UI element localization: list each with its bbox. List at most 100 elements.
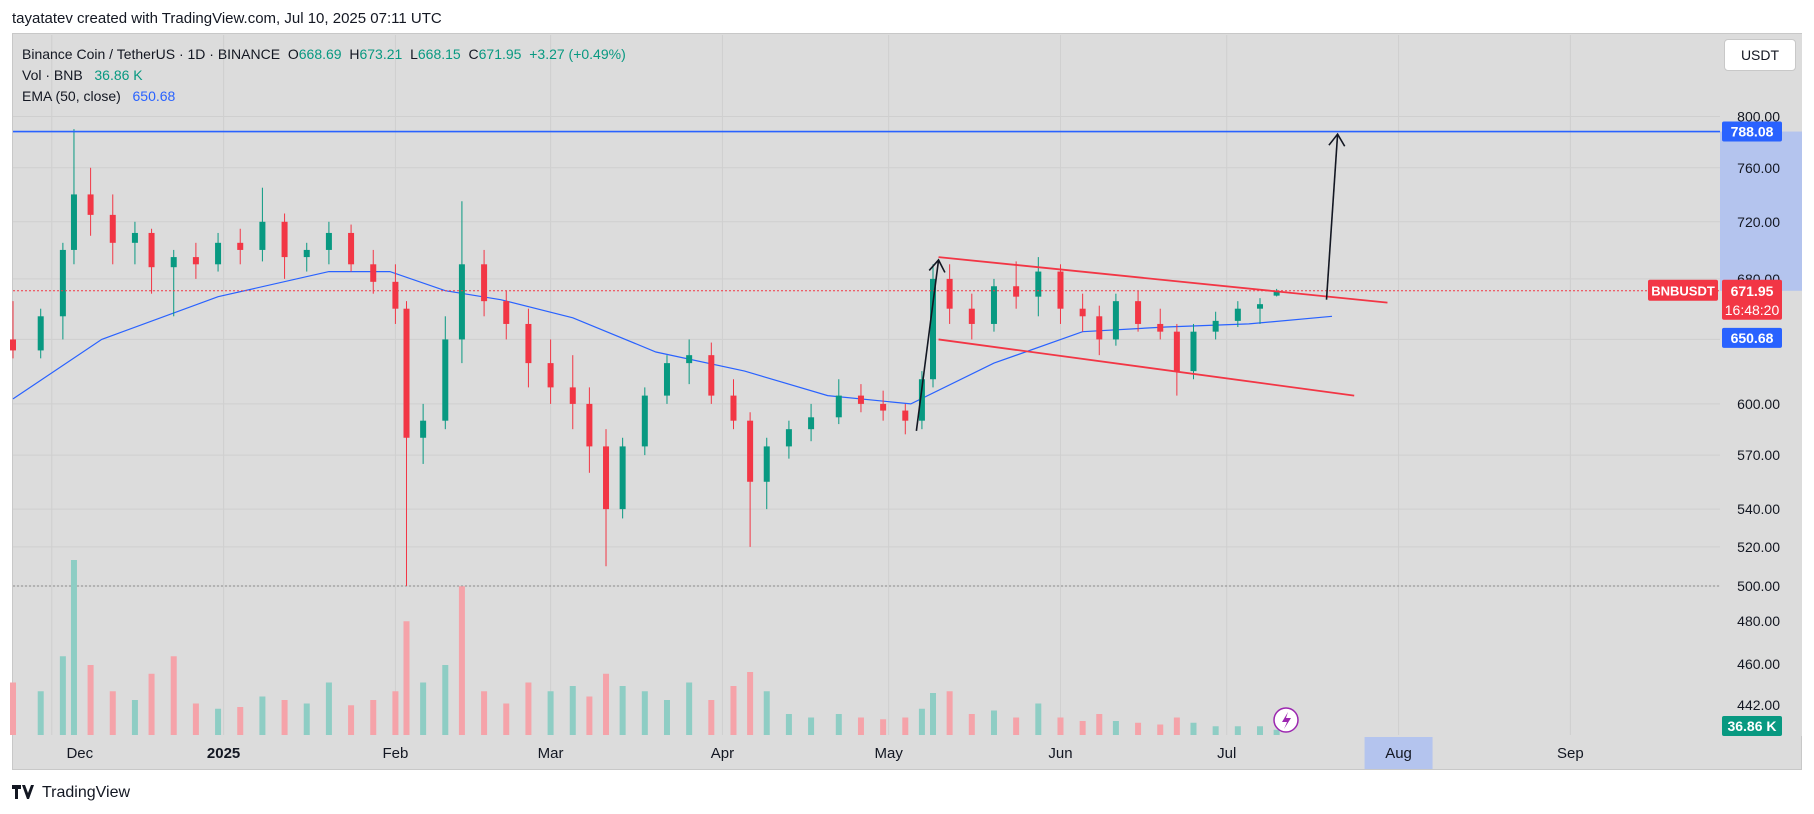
volume-bar-48 <box>990 710 997 735</box>
candle-48 <box>990 286 997 324</box>
channel-upper-line <box>938 256 1388 304</box>
candle-56 <box>1157 323 1164 332</box>
ema-badge: 650.68 <box>1731 330 1774 346</box>
candle-32 <box>663 363 670 396</box>
time-tick-label-2: Feb <box>382 745 408 762</box>
volume-bar-36 <box>747 672 754 735</box>
legend-volume-label: Vol · BNB <box>22 67 83 83</box>
price-tick-label-7: 720.00 <box>1737 214 1780 230</box>
volume-tick-label-2: 442.00 <box>1737 697 1780 713</box>
volume-bar-6 <box>131 700 138 735</box>
footer-brand-label: TradingView <box>42 784 131 801</box>
currency-button[interactable]: USDT <box>1724 39 1796 71</box>
candle-11 <box>237 242 244 250</box>
candle-30 <box>619 446 626 510</box>
volume-bar-43 <box>902 717 909 735</box>
target-price-badge: 788.08 <box>1731 124 1774 140</box>
candle-9 <box>192 257 199 265</box>
time-tick-label-7: Jul <box>1217 745 1236 762</box>
volume-bar-42 <box>880 719 887 735</box>
legend-close-label: C <box>468 46 479 62</box>
target-range-shade <box>1720 131 1802 291</box>
legend-low: 668.15 <box>417 46 461 62</box>
last-price-badge-bg <box>1722 279 1782 320</box>
target-price-badge-bg <box>1722 121 1782 142</box>
volume-bar-31 <box>641 691 648 735</box>
price-tick-label-3: 570.00 <box>1737 447 1780 463</box>
candle-19 <box>403 308 410 438</box>
candle-40 <box>835 395 842 418</box>
candle-13 <box>281 221 288 258</box>
volume-bar-37 <box>763 691 770 735</box>
price-tick-label-1: 520.00 <box>1737 539 1780 555</box>
candle-27 <box>569 387 576 404</box>
legend-change: +3.27 (+0.49%) <box>529 46 626 62</box>
candle-55 <box>1135 301 1142 324</box>
volume-bar-57 <box>1173 717 1180 735</box>
time-tick-label-5: May <box>874 745 903 762</box>
volume-bar-62 <box>1273 729 1280 735</box>
candle-50 <box>1035 271 1042 297</box>
volume-bar-41 <box>857 717 864 735</box>
candle-14 <box>303 249 310 258</box>
legend-open-label: O <box>287 46 299 62</box>
volume-bar-59 <box>1212 726 1219 735</box>
time-highlight <box>1364 737 1433 769</box>
candle-21 <box>442 339 449 421</box>
volume-bar-0 <box>10 682 16 735</box>
volume-badge: 36.86 K <box>1727 718 1776 734</box>
volume-bar-26 <box>547 691 554 735</box>
candle-54 <box>1112 301 1119 340</box>
volume-bar-58 <box>1190 722 1197 735</box>
volume-bar-19 <box>403 621 410 735</box>
volume-bar-11 <box>237 707 244 735</box>
lightning-glyph-icon <box>1282 712 1291 729</box>
time-tick-label-1: 2025 <box>207 745 240 762</box>
candle-49 <box>1013 286 1020 297</box>
candle-39 <box>808 417 815 430</box>
candle-44 <box>918 379 925 421</box>
arrow-up-small-shaft <box>915 259 940 431</box>
time-tick-label-0: Dec <box>66 745 93 762</box>
candle-2 <box>59 249 66 317</box>
candle-12 <box>259 221 266 250</box>
volume-bar-40 <box>835 714 842 735</box>
volume-bar-21 <box>442 665 449 735</box>
volume-bar-7 <box>148 673 155 735</box>
volume-bar-61 <box>1256 726 1263 735</box>
volume-badge-bg <box>1722 716 1782 736</box>
price-tick-label-0: 500.00 <box>1737 578 1780 594</box>
volume-bar-33 <box>686 682 693 735</box>
candle-17 <box>370 264 377 282</box>
volume-bar-46 <box>946 691 953 735</box>
volume-bar-13 <box>281 700 288 735</box>
legend-high-label: H <box>349 46 360 62</box>
symbol-badge: BNBUSDT <box>1651 283 1715 298</box>
candle-18 <box>392 281 399 309</box>
volume-bar-49 <box>1013 717 1020 735</box>
tradingview-logo-icon <box>12 784 36 802</box>
volume-bar-32 <box>663 700 670 735</box>
volume-bar-2 <box>59 656 66 735</box>
chart-legend: Binance Coin / TetherUS · 1D · BINANCE O… <box>22 44 626 107</box>
legend-ema-value: 650.68 <box>132 88 176 104</box>
volume-bar-12 <box>259 696 266 735</box>
candle-23 <box>481 264 488 302</box>
candle-61 <box>1256 304 1263 309</box>
candle-5 <box>109 214 116 243</box>
footer-brand[interactable]: TradingView <box>12 784 130 802</box>
volume-bar-50 <box>1035 703 1042 735</box>
volume-bar-15 <box>325 682 332 735</box>
volume-bar-60 <box>1234 726 1241 735</box>
time-tick-label-8: Aug <box>1385 745 1412 762</box>
candle-31 <box>641 395 648 447</box>
volume-bar-3 <box>70 560 77 735</box>
candle-41 <box>857 395 864 404</box>
candle-22 <box>458 264 465 340</box>
price-tick-label-4: 600.00 <box>1737 396 1780 412</box>
legend-open: 668.69 <box>298 46 342 62</box>
channel-lower-line <box>938 338 1355 397</box>
volume-bar-25 <box>525 682 532 735</box>
volume-tick-label-0: 480.00 <box>1737 613 1780 629</box>
